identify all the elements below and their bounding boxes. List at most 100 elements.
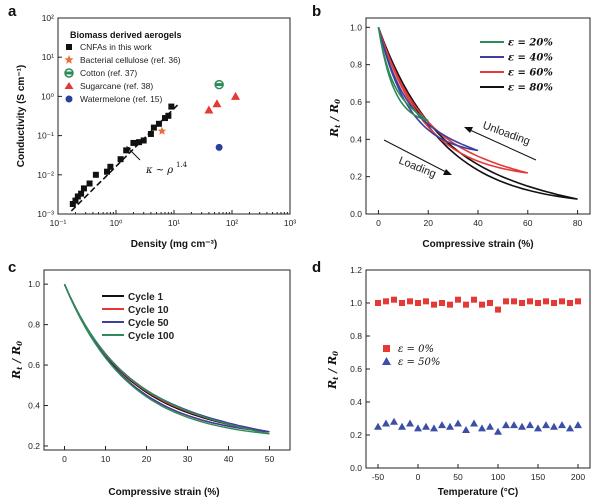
legend-label: Cycle 50 [128, 318, 169, 329]
legend-label: Cycle 10 [128, 305, 169, 316]
panel-label-c: c [8, 259, 16, 276]
annotation-arrowhead [126, 146, 131, 151]
y-tick-label: 10² [42, 13, 54, 23]
legend-marker-watermelone [65, 95, 73, 103]
point-50pct [494, 427, 502, 435]
point-50pct [462, 426, 470, 434]
point-0pct [447, 301, 453, 308]
point-0pct [511, 298, 517, 305]
x-tick-label: 30 [183, 454, 193, 464]
y-tick-label: 0.2 [350, 430, 362, 440]
x-tick-label: 20 [423, 218, 433, 228]
y-tick-label: 0.0 [350, 209, 362, 219]
point-0pct [535, 300, 541, 306]
point-50pct [534, 424, 542, 432]
loading-arrowhead [443, 169, 452, 175]
point-50pct [550, 422, 558, 430]
svg-text:Rt / R0: Rt / R0 [326, 351, 340, 390]
y-tick-label: 1.0 [350, 298, 362, 308]
point-0pct [431, 301, 437, 308]
point-cnfa [92, 171, 99, 178]
legend-label-sugarcane: Sugarcane (ref. 38) [80, 81, 153, 91]
legend-marker-cnfa [66, 44, 72, 50]
panel-a-xlabel: Density (mg cm⁻³) [131, 239, 217, 250]
x-tick-label: 0 [62, 454, 67, 464]
point-cnfa [168, 103, 175, 110]
x-tick-label: -50 [372, 472, 385, 482]
legend-marker-cotton [64, 68, 74, 78]
x-tick-label: 20 [142, 454, 152, 464]
y-tick-label: 10⁻¹ [37, 131, 54, 141]
x-tick-label: 50 [453, 472, 463, 482]
panel-a-ticks: 10⁻¹ 10⁰ 10¹ 10² 10³ 10⁻³ 10⁻² 10⁻¹ 10⁰ 10¹ 10² [37, 13, 296, 228]
y-tick-label: 0.4 [350, 134, 362, 144]
x-tick-label: 0 [416, 472, 421, 482]
panel-d-ylabel: Rt / R0 [326, 351, 340, 390]
y-tick-label: 0.8 [28, 320, 40, 330]
point-50pct [486, 422, 494, 430]
legend-title: Biomass derived aerogels [70, 30, 182, 40]
panel-c-xlabel: Compressive strain (%) [108, 487, 219, 498]
panel-b-ylabel: Rt / R0 [328, 99, 342, 138]
point-0pct [519, 300, 525, 306]
panel-a: 10⁻¹ 10⁰ 10¹ 10² 10³ 10⁻³ 10⁻² 10⁻¹ 10⁰ 10¹ 10² De… [16, 13, 296, 250]
point-50pct [542, 421, 550, 429]
annotation-arrow [127, 147, 141, 161]
panel-d-points [374, 296, 582, 435]
point-cnfa [117, 156, 124, 163]
point-0pct [423, 298, 429, 305]
curve-1 [377, 27, 429, 122]
point-cnfa [136, 139, 143, 146]
point-0pct [439, 300, 445, 306]
point-0pct [383, 298, 389, 305]
y-tick-label: 0.6 [350, 364, 362, 374]
y-tick-label: 10¹ [42, 52, 54, 62]
point-0pct [479, 301, 485, 308]
point-sugarcane [212, 99, 222, 108]
point-0pct [503, 298, 509, 305]
legend-label-50pct: ε = 50% [398, 357, 440, 368]
svg-text:Rt / R0: Rt / R0 [10, 341, 24, 380]
y-tick-label: 10⁻³ [37, 209, 54, 219]
point-0pct [487, 300, 493, 306]
y-tick-label: 1.0 [28, 279, 40, 289]
y-tick-label: 10⁰ [41, 91, 54, 101]
legend-label: ε = 20% [508, 38, 553, 49]
point-cnfa [147, 130, 154, 137]
point-watermelone [215, 143, 223, 151]
y-tick-label: 0.0 [350, 463, 362, 473]
point-50pct [478, 424, 486, 432]
legend-marker-50pct [382, 357, 391, 365]
legend-marker-0pct [383, 345, 390, 352]
point-cnfa [69, 200, 76, 207]
x-tick-label: 80 [573, 218, 583, 228]
point-50pct [446, 422, 454, 430]
point-50pct [438, 421, 446, 429]
legend-label-watermelone: Watermelone (ref. 15) [80, 94, 163, 104]
point-0pct [375, 300, 381, 306]
point-50pct [526, 421, 534, 429]
y-tick-label: 1.0 [350, 22, 362, 32]
y-tick-label: 1.2 [350, 265, 362, 275]
point-50pct [510, 421, 518, 429]
y-tick-label: 0.8 [350, 60, 362, 70]
x-tick-label: 60 [523, 218, 533, 228]
point-cnfa [150, 124, 157, 131]
legend-label: ε = 80% [508, 83, 553, 94]
panel-d-frame [365, 269, 591, 469]
panel-c-frame [43, 269, 291, 451]
point-cnfa [140, 137, 147, 144]
point-sugarcane [204, 105, 214, 114]
point-cnfa [74, 193, 81, 200]
point-0pct [415, 300, 421, 306]
point-cnfa [80, 185, 87, 192]
point-cnfa [72, 197, 79, 204]
unloading-arrowhead [464, 127, 473, 133]
panel-c-legend: Cycle 1 Cycle 10 Cycle 50 Cycle 100 [102, 292, 175, 342]
point-50pct [422, 422, 430, 430]
panel-b-ticks: 0 20 40 60 80 0.0 0.2 0.4 0.6 0.8 1.0 [350, 22, 582, 228]
point-50pct [574, 421, 582, 429]
point-0pct [559, 298, 565, 305]
curve-2 [377, 27, 479, 152]
